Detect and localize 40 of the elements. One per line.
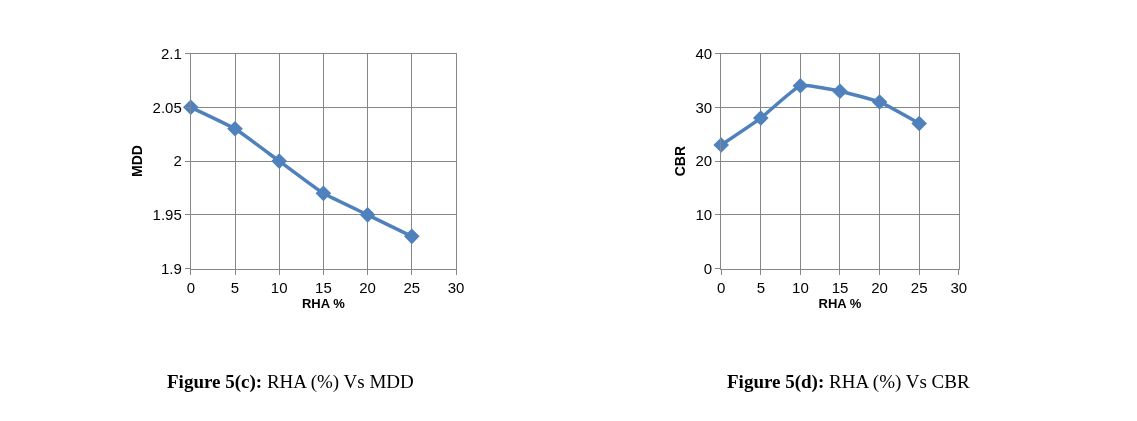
point: [271, 153, 287, 169]
x-tick-label: 20: [359, 278, 376, 296]
y-tick-label: 1.9: [160, 259, 182, 277]
point: [792, 78, 809, 94]
y-tick-label: 2: [173, 152, 182, 170]
point: [359, 207, 376, 223]
x-tick-label: 0: [717, 278, 726, 296]
y-tick-label: 2.05: [152, 98, 182, 116]
y-tick-label: 20: [695, 152, 713, 170]
x-tick-label: 10: [792, 278, 809, 296]
point: [404, 228, 420, 245]
y-axis-title: MDD: [129, 145, 146, 178]
x-axis-title: RHA %: [301, 295, 346, 311]
y-tick-label: 40: [695, 44, 713, 62]
point: [871, 94, 888, 110]
y-tick-label: 2.1: [160, 44, 182, 62]
caption: Figure 5(c): RHA (%) Vs MDD: [167, 371, 414, 393]
x-tick-label: 5: [230, 278, 240, 296]
x-axis-title: RHA %: [818, 295, 862, 311]
x-tick-label: 25: [403, 278, 421, 296]
x-tick-label: 0: [186, 278, 195, 296]
x-tick-label: 15: [831, 278, 849, 296]
x-tick-label: 30: [447, 278, 465, 296]
y-tick-label: 30: [695, 98, 713, 116]
point: [753, 110, 769, 126]
x-tick-label: 5: [756, 278, 765, 296]
y-axis-title: CBR: [672, 145, 689, 177]
point: [315, 185, 332, 202]
point: [832, 83, 848, 99]
x-tick-label: 30: [950, 278, 968, 296]
point: [911, 115, 927, 132]
point: [227, 121, 243, 137]
x-tick-label: 10: [270, 278, 288, 296]
x-tick-label: 15: [315, 278, 332, 296]
y-tick-label: 0: [703, 259, 713, 277]
x-tick-label: 20: [871, 278, 888, 296]
caption: Figure 5(d): RHA (%) Vs CBR: [727, 371, 970, 393]
y-tick-label: 10: [695, 206, 713, 224]
x-tick-label: 25: [910, 278, 928, 296]
y-tick-label: 1.95: [152, 206, 182, 224]
